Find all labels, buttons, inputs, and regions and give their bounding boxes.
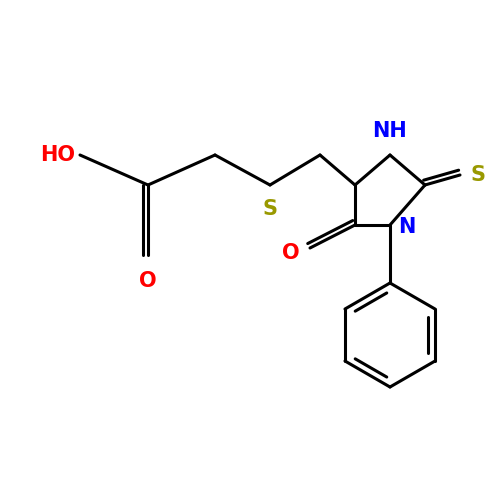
Text: S: S [262, 199, 278, 219]
Text: O: O [282, 243, 300, 263]
Text: HO: HO [40, 145, 75, 165]
Text: O: O [139, 271, 157, 291]
Text: N: N [398, 217, 415, 237]
Text: NH: NH [372, 121, 408, 141]
Text: S: S [470, 165, 485, 185]
